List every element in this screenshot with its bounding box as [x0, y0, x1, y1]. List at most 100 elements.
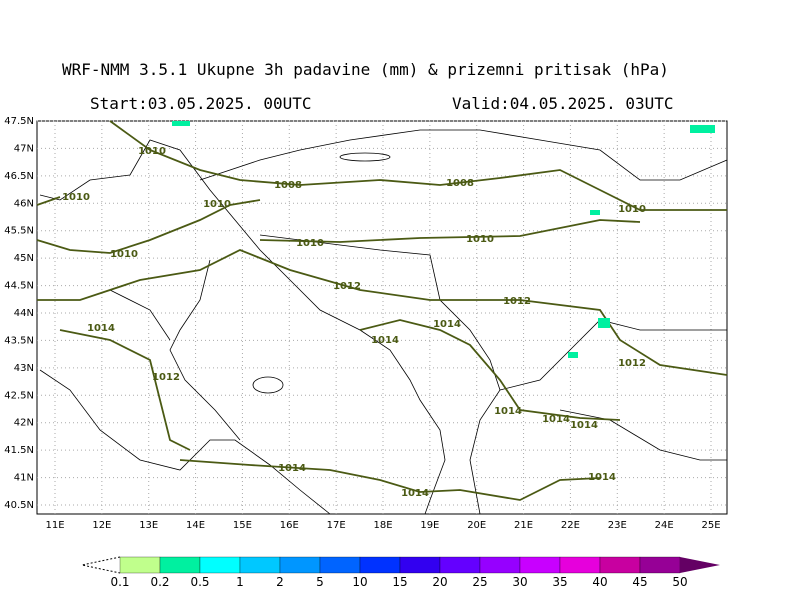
isobar-label: 1012	[618, 358, 646, 369]
lat-label: 41.5N	[4, 445, 34, 456]
isobar-label: 1014	[87, 323, 115, 334]
coastline	[169, 259, 241, 441]
axis-labels: 47.5N 47N 46.5N 46N 45.5N 45N 44.5N 44N 43.5N 43N…	[4, 116, 720, 531]
colorbar-under	[81, 556, 121, 574]
isobar-label: 1010	[110, 249, 138, 260]
border	[259, 234, 501, 515]
colorbar-segment	[159, 556, 201, 574]
colorbar-segment	[199, 556, 241, 574]
isobar-label: 1012	[503, 296, 531, 307]
isobar-label: 1012	[333, 281, 361, 292]
border	[559, 409, 727, 461]
border	[199, 129, 728, 181]
colorbar-label: 1	[236, 575, 244, 589]
lat-label: 46N	[14, 198, 34, 209]
coastline	[109, 289, 171, 341]
isobar	[179, 459, 601, 501]
precip-patch	[690, 125, 715, 133]
colorbar-label: 30	[512, 575, 527, 589]
isobar-label: 1008	[274, 180, 302, 191]
coastline	[39, 139, 446, 515]
colorbar-label: 0.5	[190, 575, 209, 589]
title: WRF-NMM 3.5.1 Ukupne 3h padavine (mm) & …	[62, 60, 669, 79]
isobar-label: 1014	[542, 414, 570, 425]
start-time: Start:03.05.2025. 00UTC	[90, 94, 312, 113]
isobar-label: 1012	[152, 372, 180, 383]
isobar-label: 1014	[278, 463, 306, 474]
isobar-label: 1014	[570, 420, 598, 431]
isobar	[359, 319, 621, 421]
lat-label: 42N	[14, 418, 34, 429]
isobar-label: 1014	[588, 472, 616, 483]
precipitation	[172, 121, 715, 358]
lon-label: 20E	[467, 520, 486, 531]
colorbar: 0.1 0.2 0.5 1 2 5 10 15 20 25 30 35 40 45 50	[81, 556, 720, 589]
colorbar-label: 20	[432, 575, 447, 589]
isobar	[36, 196, 61, 206]
lon-label: 13E	[139, 520, 158, 531]
map-frame	[36, 120, 728, 515]
isobar	[109, 120, 727, 211]
lat-label: 43.5N	[4, 335, 34, 346]
colorbar-segment	[239, 556, 281, 574]
isobar-label: 1010	[203, 199, 231, 210]
lat-label: 40.5N	[4, 500, 34, 511]
valid-time: Valid:04.05.2025. 03UTC	[452, 94, 674, 113]
lon-label: 17E	[327, 520, 346, 531]
colorbar-label: 5	[316, 575, 324, 589]
isobar	[259, 219, 641, 243]
colorbar-label: 0.2	[150, 575, 169, 589]
lon-label: 25E	[701, 520, 720, 531]
colorbar-segment	[279, 556, 321, 574]
lon-label: 19E	[420, 520, 439, 531]
isobar-label: 1014	[401, 488, 429, 499]
coastline	[39, 369, 331, 515]
lon-label: 15E	[233, 520, 252, 531]
isobar-label: 1010	[466, 234, 494, 245]
colorbar-label: 10	[352, 575, 367, 589]
lat-label: 47.5N	[4, 116, 34, 127]
isobar-label: 1014	[433, 319, 461, 330]
isobar-label: 1014	[371, 335, 399, 346]
lat-label: 44N	[14, 308, 34, 319]
isobar-label: 1014	[494, 406, 522, 417]
lat-label: 43N	[14, 363, 34, 374]
isobar-label: 1010	[138, 146, 166, 157]
lon-label: 24E	[655, 520, 674, 531]
colorbar-label: 45	[632, 575, 647, 589]
lon-label: 21E	[514, 520, 533, 531]
precip-patch	[568, 352, 578, 358]
isobar	[37, 249, 728, 376]
lake	[339, 152, 391, 162]
colorbar-label: 50	[672, 575, 687, 589]
isobar-label: 1010	[62, 192, 90, 203]
colorbar-segment	[439, 556, 481, 574]
lon-label: 16E	[280, 520, 299, 531]
lat-label: 44.5N	[4, 281, 34, 292]
lake	[252, 376, 284, 394]
colorbar-segment	[119, 556, 161, 574]
isobar-label: 1008	[446, 178, 474, 189]
map: 1010 1010 1010 1010 1008 1008 1010 1010 1010 1012…	[4, 116, 728, 531]
colorbar-label: 35	[552, 575, 567, 589]
lon-label: 18E	[373, 520, 392, 531]
lon-label: 14E	[186, 520, 205, 531]
colorbar-segment	[639, 556, 681, 574]
isobar	[59, 329, 191, 451]
colorbar-segment	[399, 556, 441, 574]
precip-patch	[598, 318, 610, 328]
colorbar-label: 0.1	[110, 575, 129, 589]
colorbar-segment	[599, 556, 641, 574]
isobar-label: 1010	[618, 204, 646, 215]
colorbar-label: 15	[392, 575, 407, 589]
precip-patch	[590, 210, 600, 215]
colorbar-segment	[319, 556, 361, 574]
colorbar-segment	[519, 556, 561, 574]
lat-label: 42.5N	[4, 390, 34, 401]
grid	[37, 120, 727, 514]
lon-label: 11E	[45, 520, 64, 531]
lat-label: 47N	[14, 143, 34, 154]
colorbar-label: 25	[472, 575, 487, 589]
colorbar-segment	[559, 556, 601, 574]
lat-label: 45.5N	[4, 226, 34, 237]
